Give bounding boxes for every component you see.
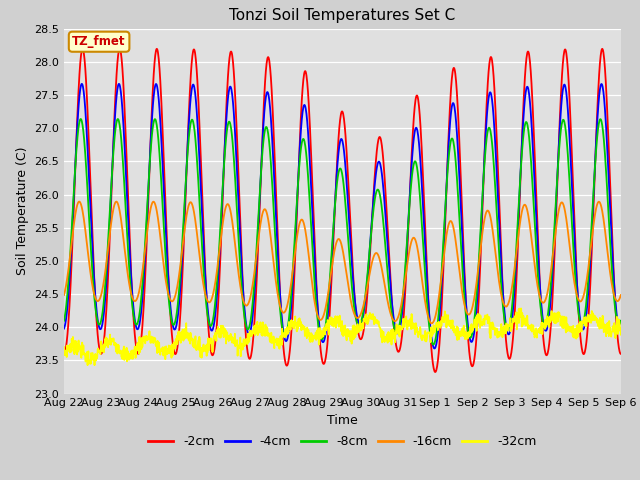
-8cm: [568, 223, 576, 229]
-16cm: [520, 202, 528, 208]
-8cm: [520, 127, 528, 132]
-8cm: [279, 328, 287, 334]
-32cm: [184, 331, 191, 336]
-2cm: [184, 147, 191, 153]
-16cm: [568, 264, 576, 269]
Y-axis label: Soil Temperature (C): Soil Temperature (C): [16, 147, 29, 276]
-4cm: [520, 105, 528, 111]
Line: -32cm: -32cm: [64, 309, 621, 365]
-32cm: [517, 306, 525, 312]
-8cm: [184, 154, 191, 160]
-8cm: [429, 342, 437, 348]
-8cm: [292, 207, 300, 213]
-32cm: [617, 332, 625, 337]
-16cm: [429, 320, 436, 326]
Line: -2cm: -2cm: [64, 48, 621, 372]
-2cm: [279, 338, 287, 344]
X-axis label: Time: Time: [327, 414, 358, 427]
Line: -8cm: -8cm: [64, 119, 621, 345]
-2cm: [292, 224, 300, 229]
Legend: -2cm, -4cm, -8cm, -16cm, -32cm: -2cm, -4cm, -8cm, -16cm, -32cm: [143, 430, 541, 453]
-8cm: [617, 318, 625, 324]
-16cm: [60, 292, 68, 298]
-4cm: [78, 81, 86, 87]
-32cm: [292, 325, 300, 331]
-4cm: [184, 148, 191, 154]
-32cm: [520, 316, 528, 322]
Line: -4cm: -4cm: [64, 84, 621, 348]
-4cm: [431, 346, 438, 351]
-32cm: [60, 344, 68, 350]
Title: Tonzi Soil Temperatures Set C: Tonzi Soil Temperatures Set C: [229, 9, 456, 24]
-8cm: [428, 340, 436, 346]
-16cm: [292, 239, 300, 244]
-16cm: [184, 208, 191, 214]
-4cm: [279, 325, 287, 331]
-4cm: [428, 338, 436, 344]
-4cm: [292, 211, 300, 217]
-32cm: [428, 333, 436, 339]
-16cm: [428, 321, 436, 326]
-2cm: [568, 157, 576, 163]
-16cm: [279, 310, 287, 315]
-2cm: [428, 354, 436, 360]
-4cm: [568, 187, 576, 192]
-16cm: [76, 199, 83, 204]
-4cm: [617, 326, 625, 332]
-2cm: [79, 46, 86, 51]
Text: TZ_fmet: TZ_fmet: [72, 35, 126, 48]
-8cm: [77, 116, 84, 122]
-2cm: [520, 88, 528, 94]
-32cm: [279, 332, 287, 337]
Line: -16cm: -16cm: [64, 202, 621, 324]
-2cm: [617, 351, 625, 357]
-8cm: [60, 318, 68, 324]
-4cm: [60, 325, 68, 331]
-32cm: [568, 329, 576, 335]
-32cm: [84, 362, 92, 368]
-2cm: [60, 351, 68, 357]
-16cm: [617, 292, 625, 298]
-2cm: [431, 369, 439, 375]
